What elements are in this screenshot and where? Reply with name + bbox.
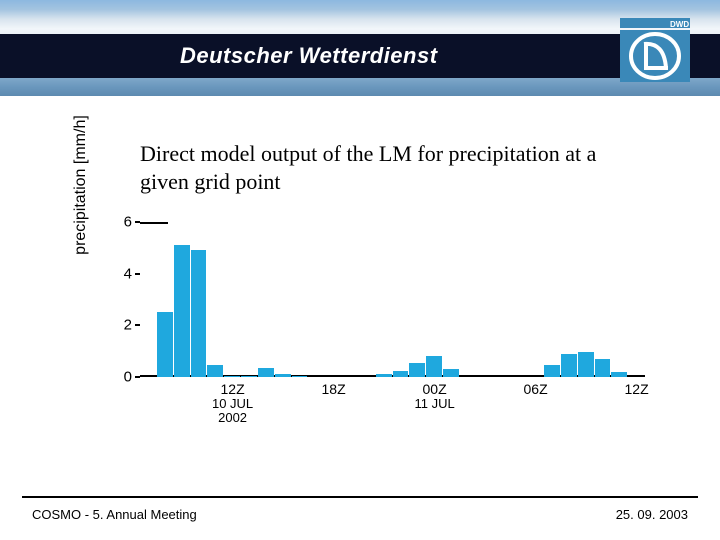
footer-left: COSMO - 5. Annual Meeting [32,507,197,522]
bar [224,376,240,377]
y-tick-label: 4 [124,265,132,282]
dwd-logo-icon: DWD [620,18,690,82]
bar [426,356,442,377]
dwd-logo-text: DWD [670,20,689,29]
bar [174,245,190,377]
bar [241,376,257,377]
y-axis-label: precipitation [mm/h] [72,110,92,260]
top-tick-line [140,222,168,224]
bar [376,374,392,377]
x-tick-label: 18Z [322,381,346,397]
y-tick-label: 2 [124,317,132,334]
x-tick-label: 12Z [625,381,649,397]
bar [544,365,560,377]
x-tick-label: 06Z [524,381,548,397]
chart-title: Direct model output of the LM for precip… [140,140,620,195]
bar [258,368,274,377]
bar [561,354,577,377]
bar [443,369,459,377]
bar [207,365,223,377]
y-tick-label: 0 [124,369,132,386]
header-title: Deutscher Wetterdienst [180,34,438,78]
footer-right: 25. 09. 2003 [616,507,688,522]
plot-area: 024612Z10 JUL200218Z00Z11 JUL06Z12Z [140,222,645,377]
y-tick-mark [135,376,140,378]
bar [409,363,425,377]
bar [275,374,291,377]
bar [157,312,173,377]
bar [292,376,308,377]
x-tick-label: 12Z10 JUL2002 [212,381,253,426]
bar [578,352,594,377]
bar [393,371,409,377]
x-tick-label: 00Z11 JUL [414,381,454,411]
footer-rule [22,496,698,498]
y-tick-mark [135,273,140,275]
precipitation-chart: precipitation [mm/h] 024612Z10 JUL200218… [80,220,660,450]
bar [611,372,627,377]
y-tick-label: 6 [124,214,132,231]
bar [595,359,611,377]
bar [191,250,207,377]
y-tick-mark [135,324,140,326]
